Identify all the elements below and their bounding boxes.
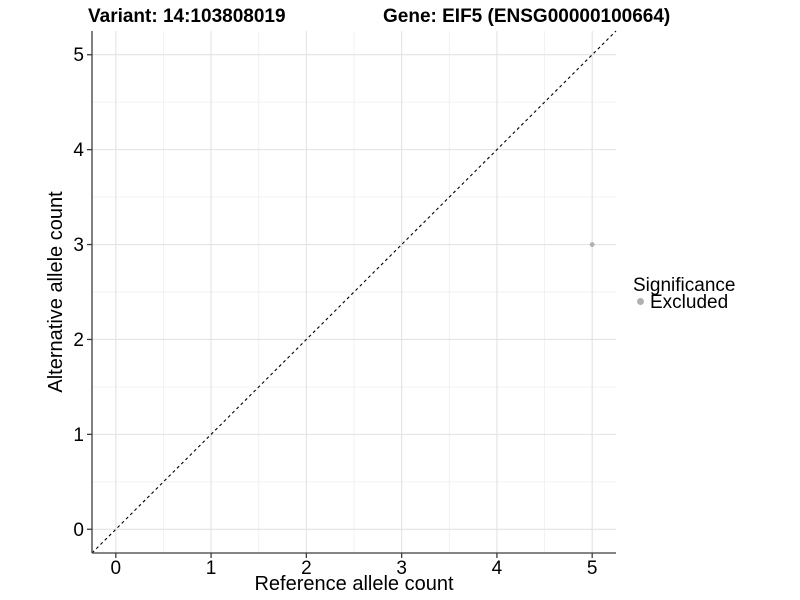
y-tick-label: 2 [73, 330, 84, 351]
y-tick-label: 5 [73, 45, 84, 66]
x-tick-label: 3 [396, 558, 407, 579]
legend: Significance Excluded [633, 275, 735, 313]
gridlines-minor [92, 31, 616, 553]
y-tick-label: 3 [73, 235, 84, 256]
legend-title: Significance [633, 275, 735, 296]
gridlines-major [92, 31, 616, 553]
axis-lines [91, 31, 616, 554]
x-tick-label: 5 [587, 558, 598, 579]
y-axis-ticks: 0 1 2 3 4 5 [73, 45, 92, 541]
y-tick-label: 1 [73, 425, 84, 446]
legend-key-dot [637, 298, 644, 305]
y-tick-label: 0 [73, 520, 84, 541]
y-axis-title: Alternative allele count [45, 191, 67, 393]
legend-item-label: Excluded [650, 292, 728, 313]
x-axis-ticks: 0 1 2 3 4 5 [111, 553, 598, 579]
data-point [589, 242, 595, 247]
x-tick-label: 1 [206, 558, 217, 579]
plot-title-variant: Variant: 14:103808019 [88, 6, 286, 27]
plot-title-gene: Gene: EIF5 (ENSG00000100664) [383, 6, 670, 27]
x-tick-label: 0 [111, 558, 122, 579]
x-tick-label: 2 [301, 558, 312, 579]
x-axis-title: Reference allele count [254, 573, 453, 595]
y-tick-label: 4 [73, 140, 84, 161]
data-points [589, 242, 595, 247]
x-tick-label: 4 [492, 558, 503, 579]
